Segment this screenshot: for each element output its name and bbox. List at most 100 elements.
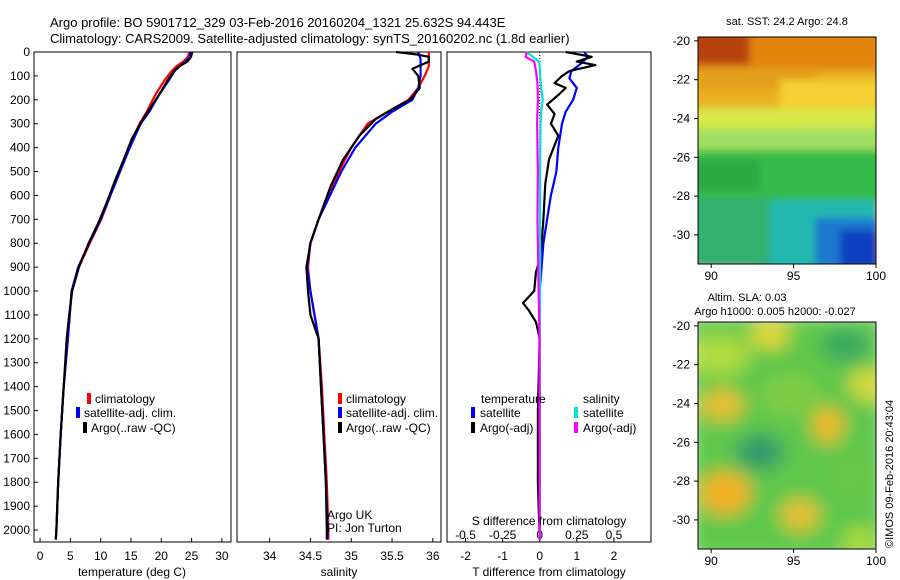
s-difference-tick-label: 0.5 <box>606 528 623 542</box>
header-line-2: Climatology: CARS2009. Satellite-adjuste… <box>50 31 570 46</box>
profile-line <box>54 51 194 540</box>
map-x-tick-label: 95 <box>787 554 801 568</box>
map-y-tick-label: -28 <box>673 474 691 488</box>
legend-label-argo: Argo(..raw -QC) <box>91 421 176 435</box>
s-difference-tick-label: -0.5 <box>455 528 476 542</box>
sst-heatmap <box>698 37 876 264</box>
depth-tick-label: 300 <box>10 117 30 131</box>
legend-label-temperature-argo: Argo(-adj) <box>480 421 533 435</box>
legend-label-climatology: climatology <box>346 392 406 406</box>
temperature-xlabel: temperature (deg C) <box>78 565 186 579</box>
profile-line <box>305 50 430 540</box>
map-y-tick-label: -24 <box>673 111 691 125</box>
legend-swatch-temperature-argo <box>471 422 475 433</box>
x-tick-label: 35 <box>345 549 359 563</box>
depth-tick-label: 1000 <box>3 284 30 298</box>
x-tick-label: 0 <box>536 549 543 563</box>
salinity-x-axis: 34 34.5 35 35.5 36 <box>263 538 440 563</box>
legend-swatch-climatology <box>87 393 91 404</box>
salinity-profiles <box>305 50 430 540</box>
sla-title-line-1: Altim. SLA: 0.03 <box>708 292 787 304</box>
difference-axes-frame <box>446 51 652 543</box>
x-tick-label: 20 <box>155 549 169 563</box>
map-y-tick-label: -28 <box>673 189 691 203</box>
map-y-tick-label: -26 <box>673 435 691 449</box>
map-y-tick-label: -20 <box>673 319 691 333</box>
profile-line <box>521 50 597 540</box>
profile-line <box>526 51 544 540</box>
legend-title-temperature: temperature <box>481 392 546 406</box>
depth-tick-label: 1900 <box>3 499 30 513</box>
legend-label-satellite-adj: satellite-adj. clim. <box>346 406 438 420</box>
map-y-tick-label: -26 <box>673 150 691 164</box>
depth-tick-label: 1700 <box>3 451 30 465</box>
x-tick-label: 2 <box>611 549 618 563</box>
depth-tick-label: 800 <box>10 236 30 250</box>
map-x-tick-label: 100 <box>866 269 886 283</box>
legend-label-temperature-satellite: satellite <box>480 406 521 420</box>
salinity-xlabel: salinity <box>321 565 358 579</box>
profile-line <box>524 51 541 540</box>
depth-tick-label: 900 <box>10 260 30 274</box>
depth-tick-label: 0 <box>23 45 30 59</box>
s-difference-tick-label: 0.25 <box>565 528 589 542</box>
profile-line <box>538 51 589 540</box>
profile-line <box>54 51 191 540</box>
difference-legend: temperature salinity satellite Argo(-adj… <box>471 392 636 435</box>
legend-title-salinity: salinity <box>583 392 620 406</box>
x-tick-label: 36 <box>426 549 440 563</box>
depth-tick-label: 100 <box>10 69 30 83</box>
temperature-x-axis: 0 5 10 15 20 25 30 <box>37 538 229 563</box>
x-tick-label: -1 <box>497 549 508 563</box>
t-difference-xlabel: T difference from climatology <box>472 565 626 579</box>
x-tick-label: 30 <box>215 549 229 563</box>
header-line-1: Argo profile: BO 5901712_329 03-Feb-2016… <box>50 15 506 30</box>
t-difference-x-axis: -2 -1 0 1 2 <box>460 538 618 563</box>
sla-heatmap <box>698 322 876 549</box>
argo-uk-annotation: Argo UK <box>327 508 372 522</box>
x-tick-label: 35.5 <box>380 549 404 563</box>
map-y-tick-label: -30 <box>673 513 691 527</box>
s-difference-tick-label: -0.25 <box>489 528 517 542</box>
map-x-tick-label: 90 <box>705 554 719 568</box>
depth-tick-label: 400 <box>10 141 30 155</box>
legend-swatch-salinity-argo <box>574 422 578 433</box>
pi-annotation: PI: Jon Turton <box>327 521 402 535</box>
map-y-tick-label: -24 <box>673 396 691 410</box>
sst-map-title: sat. SST: 24.2 Argo: 24.8 <box>726 16 848 28</box>
sla-title-line-2: Argo h1000: 0.005 h2000: -0.027 <box>694 306 855 318</box>
depth-tick-label: 1300 <box>3 356 30 370</box>
legend-swatch-satellite-adj <box>338 407 342 418</box>
depth-tick-label: 1600 <box>3 427 30 441</box>
map-y-tick-label: -22 <box>673 73 691 87</box>
imos-stamp: ©IMOS 09-Feb-2016 20:43:04 <box>884 400 896 548</box>
profile-line <box>54 51 192 540</box>
legend-label-salinity-argo: Argo(-adj) <box>583 421 636 435</box>
depth-tick-label: 700 <box>10 212 30 226</box>
sla-map-frame <box>697 321 877 550</box>
depth-tick-label: 1500 <box>3 404 30 418</box>
legend-label-climatology: climatology <box>95 392 155 406</box>
sst-map-axes: 90 95 100 -20 -22 -24 -26 -28 -30 <box>673 34 887 283</box>
x-tick-label: -2 <box>460 549 471 563</box>
legend-label-salinity-satellite: satellite <box>583 406 624 420</box>
map-y-tick-label: -22 <box>673 358 691 372</box>
legend-label-satellite-adj: satellite-adj. clim. <box>84 406 176 420</box>
legend-swatch-argo <box>338 422 342 433</box>
x-tick-label: 0 <box>37 549 44 563</box>
difference-profiles <box>521 50 597 540</box>
depth-tick-label: 1200 <box>3 332 30 346</box>
x-tick-label: 5 <box>67 549 74 563</box>
temperature-axes-frame <box>33 51 232 543</box>
x-tick-label: 10 <box>94 549 108 563</box>
depth-tick-label: 600 <box>10 188 30 202</box>
depth-tick-label: 500 <box>10 165 30 179</box>
map-x-tick-label: 100 <box>866 554 886 568</box>
depth-tick-label: 1400 <box>3 380 30 394</box>
depth-tick-label: 1800 <box>3 475 30 489</box>
map-x-tick-label: 95 <box>787 269 801 283</box>
legend-label-argo: Argo(..raw -QC) <box>346 421 431 435</box>
map-y-tick-label: -20 <box>673 34 691 48</box>
s-difference-xlabel: S difference from climatology <box>472 514 627 528</box>
